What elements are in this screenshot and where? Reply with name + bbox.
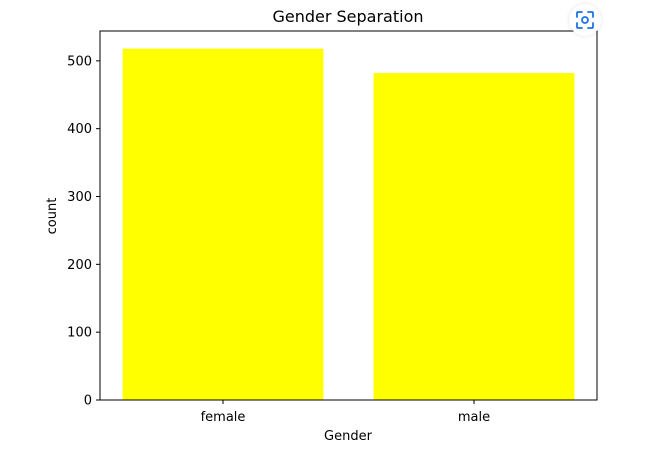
focus-scan-icon	[576, 11, 594, 29]
y-axis-label: count	[45, 198, 60, 235]
x-axis: female male	[201, 400, 490, 425]
plot-frame	[99, 30, 598, 401]
x-tick-label: female	[201, 410, 246, 425]
y-tick-label: 0	[84, 394, 92, 409]
y-axis: 0 100 200 300 400 500	[67, 54, 100, 409]
bar-female	[122, 48, 324, 401]
y-tick-label: 300	[67, 190, 92, 205]
chart-title: Gender Separation	[272, 7, 423, 26]
y-tick-label: 100	[67, 326, 92, 341]
x-tick-label: male	[458, 410, 490, 425]
x-axis-label: Gender	[324, 429, 373, 444]
bar-layer	[122, 48, 575, 401]
y-tick-label: 400	[67, 122, 92, 137]
bar-male	[373, 73, 575, 400]
focus-button[interactable]	[569, 4, 601, 36]
y-tick-label: 500	[67, 54, 92, 69]
y-tick-label: 200	[67, 258, 92, 273]
